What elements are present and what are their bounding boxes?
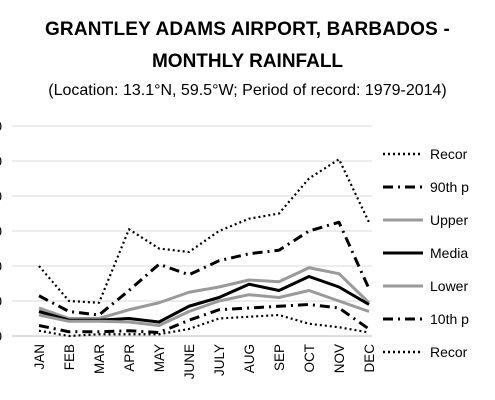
x-tick-label: AUG <box>242 344 257 373</box>
y-tick-label: 300 <box>0 223 2 239</box>
x-tick-label: JAN <box>32 344 47 370</box>
x-tick-label: SEP <box>272 344 287 371</box>
legend-label-6: 10th p <box>430 311 469 327</box>
series-line-6 <box>38 303 370 334</box>
legend-label-7: Recor <box>430 344 468 360</box>
series-line-2 <box>38 220 371 317</box>
series-line-7 <box>38 313 370 338</box>
y-tick-label: 200 <box>0 258 2 274</box>
y-tick-label: 0 <box>0 328 2 344</box>
x-tick-label: JULY <box>212 344 227 376</box>
x-tick-label: MAR <box>92 344 107 374</box>
legend-label-2: 90th p <box>430 179 469 195</box>
series-line-3 <box>38 266 371 320</box>
x-tick-label: DEC <box>362 344 377 373</box>
series-line-1 <box>38 158 370 304</box>
legend-label-4: Media <box>430 245 468 261</box>
x-tick-label: APR <box>122 344 137 372</box>
legend-label-1: Recor <box>430 146 468 162</box>
y-tick-label: 500 <box>0 153 2 169</box>
chart-title-line-2: MONTHLY RAINFALL <box>151 51 344 72</box>
x-tick-label: JUNE <box>182 344 197 379</box>
chart-title-line-1: GRANTLEY ADAMS AIRPORT, BARBADOS - <box>44 19 451 40</box>
x-tick-label: FEB <box>62 344 77 370</box>
y-tick-label: 100 <box>0 293 2 309</box>
x-tick-label: OCT <box>302 344 317 373</box>
y-tick-label: 600 <box>0 118 2 134</box>
series-line-5 <box>38 289 370 327</box>
y-tick-label: 400 <box>0 188 2 204</box>
chart-subtitle: (Location: 13.1°N, 59.5°W; Period of rec… <box>48 82 447 99</box>
legend-label-5: Lower <box>430 278 468 294</box>
legend-label-3: Upper <box>430 212 468 228</box>
x-tick-label: MAY <box>152 344 167 372</box>
x-tick-label: NOV <box>332 344 347 373</box>
